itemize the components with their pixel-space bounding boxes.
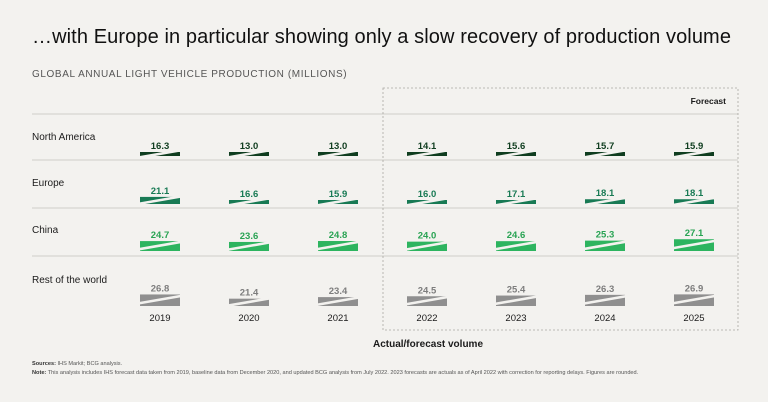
page-title: …with Europe in particular showing only … <box>32 26 732 48</box>
x-tick-label: 2024 <box>594 313 615 324</box>
data-label: 13.0 <box>240 141 259 152</box>
row-label: Rest of the world <box>32 275 107 286</box>
data-label: 15.9 <box>685 141 704 152</box>
x-tick-label: 2023 <box>505 313 526 324</box>
axis-break-mark <box>403 148 451 160</box>
data-label: 24.6 <box>507 230 526 241</box>
data-label: 26.3 <box>596 284 615 295</box>
axis-break-mark <box>492 294 540 306</box>
x-tick-label: 2020 <box>238 313 259 324</box>
data-label: 13.0 <box>329 141 348 152</box>
row-label: Europe <box>32 178 65 189</box>
sources-notes: Sources: IHS Markit; BCG analysis. Note:… <box>32 360 638 377</box>
data-label: 15.7 <box>596 141 615 152</box>
axis-break-mark <box>403 196 451 208</box>
axis-break-mark <box>492 196 540 208</box>
data-label: 18.1 <box>685 188 704 199</box>
data-label: 14.1 <box>418 141 437 152</box>
axis-break-mark <box>581 240 629 251</box>
forecast-region <box>382 87 739 331</box>
note-text: This analysis includes IHS forecast data… <box>47 369 639 376</box>
axis-break-mark <box>314 196 362 208</box>
axis-break-mark <box>581 196 629 207</box>
data-label: 26.8 <box>151 283 170 294</box>
data-label: 25.3 <box>596 230 615 241</box>
axis-break-mark <box>225 296 273 308</box>
data-label: 24.5 <box>418 285 437 296</box>
forecast-label: Forecast <box>691 96 727 106</box>
axis-break-mark <box>136 240 184 251</box>
chart-subtitle: GLOBAL ANNUAL LIGHT VEHICLE PRODUCTION (… <box>32 69 348 80</box>
axis-break-mark <box>225 196 273 208</box>
axis-break-mark <box>670 148 718 160</box>
axis-break-mark <box>314 240 362 251</box>
axis-break-mark <box>314 148 362 160</box>
row-label: China <box>32 225 59 236</box>
data-label: 16.6 <box>240 189 259 200</box>
axis-break-mark <box>670 239 718 250</box>
axis-break-mark <box>670 294 718 305</box>
data-label: 21.4 <box>240 288 259 299</box>
data-label: 16.0 <box>418 189 437 200</box>
axis-break-mark <box>314 295 362 307</box>
x-axis-title: Actual/forecast volume <box>373 339 483 350</box>
data-label: 15.9 <box>329 189 348 200</box>
axis-break-mark <box>136 148 184 160</box>
axis-break-mark <box>581 294 629 306</box>
sources-label: Sources: <box>32 361 56 367</box>
data-label: 23.4 <box>329 286 348 297</box>
x-tick-label: 2022 <box>416 313 437 324</box>
data-label: 16.3 <box>151 141 170 152</box>
axis-break-mark <box>403 295 451 306</box>
axis-break-mark <box>225 240 273 252</box>
sources-text: IHS Markit; BCG analysis. <box>57 361 123 367</box>
axis-break-mark <box>492 240 540 251</box>
x-tick-label: 2021 <box>327 313 348 324</box>
axis-break-mark <box>492 148 540 160</box>
axis-break-mark <box>136 194 184 206</box>
data-label: 18.1 <box>596 188 615 199</box>
row-label: North America <box>32 132 96 143</box>
data-label: 24.0 <box>418 231 437 242</box>
data-label: 27.1 <box>685 228 704 239</box>
axis-break-mark <box>403 240 451 252</box>
data-label: 26.9 <box>685 283 704 294</box>
data-label: 24.7 <box>151 230 170 241</box>
data-label: 15.6 <box>507 141 526 152</box>
axis-break-mark <box>225 148 273 160</box>
note-label: Note: <box>32 369 47 376</box>
data-label: 23.6 <box>240 231 259 242</box>
data-label: 25.4 <box>507 285 526 296</box>
axis-break-mark <box>670 196 718 207</box>
x-tick-label: 2019 <box>149 313 170 324</box>
axis-break-mark <box>581 148 629 160</box>
data-label: 21.1 <box>151 186 170 197</box>
data-label: 24.8 <box>329 230 348 241</box>
x-tick-label: 2025 <box>683 313 704 324</box>
data-label: 17.1 <box>507 189 526 200</box>
axis-break-mark <box>136 294 184 305</box>
